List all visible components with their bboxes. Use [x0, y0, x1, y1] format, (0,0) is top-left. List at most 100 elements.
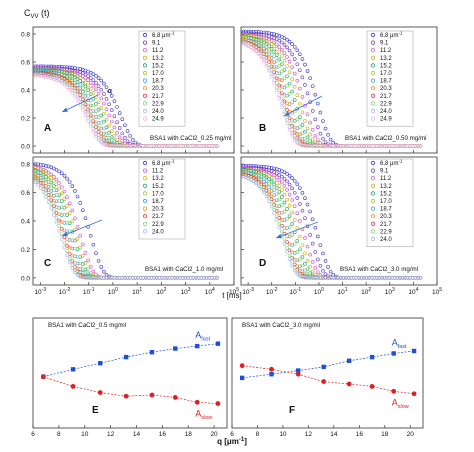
data-point — [41, 178, 46, 183]
legend-label: 15.2 — [380, 63, 392, 69]
data-point — [398, 144, 402, 148]
data-point — [70, 184, 75, 188]
data-point — [70, 219, 75, 224]
data-point — [287, 248, 292, 253]
data-point — [349, 144, 353, 148]
data-point — [241, 165, 246, 170]
data-point — [246, 166, 251, 170]
data-point — [52, 204, 56, 208]
legend-label: 20.3 — [152, 207, 164, 213]
data-point — [280, 210, 284, 215]
legend-marker — [370, 48, 376, 53]
legend-marker — [142, 206, 148, 211]
data-point — [290, 176, 294, 180]
data-point — [372, 144, 377, 148]
legend-label: 17.0 — [152, 71, 164, 77]
data-point — [308, 132, 312, 137]
data-point — [313, 276, 318, 280]
data-point — [310, 127, 315, 132]
data-point — [36, 174, 40, 178]
data-point — [251, 29, 256, 34]
data-point — [149, 392, 155, 398]
data-point — [256, 184, 261, 188]
data-point — [262, 40, 266, 45]
data-point — [285, 226, 289, 230]
data-point — [195, 343, 200, 349]
data-point — [382, 276, 387, 280]
data-point — [269, 366, 274, 372]
x-tick-label: 10-2 — [59, 287, 71, 296]
data-point — [274, 65, 279, 70]
data-point — [272, 60, 276, 65]
data-point — [59, 65, 64, 69]
data-point — [321, 364, 326, 370]
data-point — [88, 113, 93, 118]
legend-marker — [370, 183, 376, 188]
data-point — [38, 186, 43, 191]
data-point — [38, 162, 43, 167]
legend-label: 11.2 — [152, 169, 164, 175]
data-point — [274, 81, 279, 85]
data-point — [59, 171, 64, 176]
data-point — [183, 144, 188, 148]
data-point — [303, 275, 307, 280]
data-point — [215, 341, 221, 346]
data-point — [277, 184, 282, 189]
q-arrow-line — [61, 94, 99, 113]
data-point — [67, 75, 72, 79]
data-point — [305, 140, 310, 144]
data-point — [120, 131, 125, 136]
data-point — [303, 216, 307, 220]
data-point — [249, 45, 253, 50]
data-point — [346, 276, 351, 280]
data-point — [282, 177, 287, 181]
x-tick-label: 12 — [107, 431, 115, 438]
data-point — [62, 197, 67, 202]
data-point — [313, 250, 318, 254]
data-point — [49, 189, 54, 193]
data-point — [91, 83, 96, 88]
data-point — [41, 67, 46, 72]
data-point — [49, 206, 54, 210]
legend-marker — [370, 236, 376, 242]
data-point — [411, 348, 417, 354]
data-point — [75, 77, 80, 81]
legend-marker — [142, 183, 148, 188]
data-point — [282, 242, 287, 246]
data-point — [305, 91, 310, 96]
data-point — [321, 144, 325, 148]
data-point — [344, 276, 348, 280]
data-point — [94, 115, 98, 119]
y-tick-label: 0.4 — [21, 88, 30, 95]
data-point — [282, 76, 287, 81]
data-point — [259, 54, 264, 58]
data-point — [308, 100, 312, 104]
data-point — [194, 399, 200, 405]
legend-label: 18.7 — [380, 207, 392, 213]
data-point — [259, 166, 264, 171]
data-point — [303, 262, 307, 266]
data-point — [287, 121, 292, 125]
data-point — [65, 204, 69, 208]
data-point — [287, 91, 292, 96]
data-point — [120, 139, 125, 143]
y-tick-label: 0.4 — [21, 219, 30, 226]
data-point — [67, 201, 72, 206]
data-point — [36, 74, 40, 78]
panel-frame — [32, 317, 228, 429]
data-point — [382, 144, 387, 148]
data-point — [259, 164, 264, 169]
data-point — [67, 211, 72, 215]
data-point — [241, 167, 246, 172]
legend-marker — [142, 160, 148, 166]
data-point — [285, 37, 289, 42]
data-point — [170, 276, 175, 280]
data-point — [104, 85, 109, 89]
data-point — [287, 174, 292, 178]
data-point — [78, 245, 82, 250]
data-point — [239, 363, 245, 369]
data-point — [46, 64, 51, 69]
data-point — [207, 144, 211, 148]
data-point — [83, 75, 88, 80]
data-point — [282, 58, 287, 63]
